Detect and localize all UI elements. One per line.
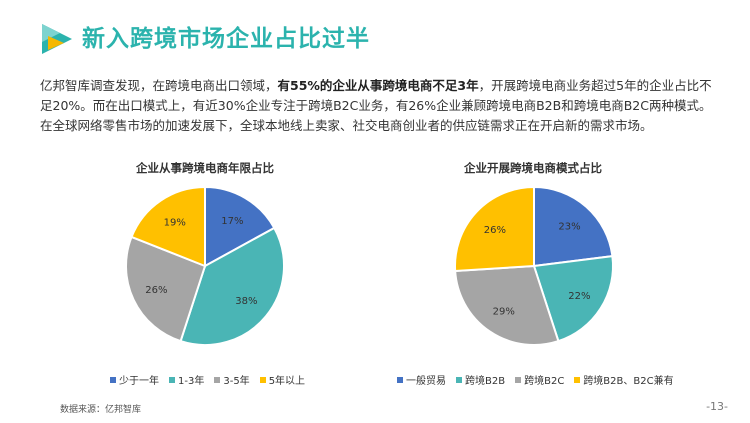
legend-swatch-1-1 [456,376,462,383]
data-source-note: 数据来源：亿邦智库 [60,405,142,415]
legend-item-1-0: 一般贸易 [397,372,446,387]
legend-label-0-3: 5年以上 [268,376,306,387]
pie-slice-0-2 [125,235,207,343]
pie-label-1-1: 22% [568,291,590,302]
pie-label-1-2: 29% [493,306,515,317]
legend-label-1-3: 跨境B2B、B2C兼有 [583,376,674,387]
legend-label-0-2: 3-5年 [223,376,250,387]
pie-label-1-3: 26% [484,225,506,236]
intro-paragraph: 亿邦智库调查发现，在跨境电商出口领域，有55%的企业从事跨境电商不足3年，开展跨… [40,76,720,136]
pie-chart-years: 17% 38% 26% 19% [125,185,285,346]
pie-label-0-3: 19% [164,218,186,229]
pie-label-0-1: 38% [235,296,257,307]
chart-title-years: 企业从事跨境电商年限占比 [136,161,274,175]
legend-item-0-3: 5年以上 [259,372,306,387]
legend-swatch-0-2 [214,376,221,383]
legend-label-1-0: 一般贸易 [406,376,446,387]
pie-label-0-2: 26% [145,285,167,296]
pie-slice-1-1 [532,254,614,343]
legend-modes: 一般贸易 跨境B2B 跨境B2C 跨境B2B、B2C兼有 [397,372,674,387]
legend-label-0-0: 少于一年 [119,376,159,387]
legend-item-1-1: 跨境B2B [456,372,505,387]
legend-swatch-0-3 [259,376,266,383]
legend-item-0-2: 3-5年 [214,372,250,387]
brand-logo-icon [42,24,72,54]
legend-item-0-0: 少于一年 [110,372,159,387]
legend-swatch-1-3 [574,376,581,383]
chart-title-modes: 企业开展跨境电商模式占比 [464,161,602,175]
legend-swatch-0-1 [169,376,175,383]
pie-label-0-0: 17% [221,216,243,227]
pie-slice-0-3 [130,185,206,268]
legend-item-0-1: 1-3年 [169,372,204,387]
legend-label-0-1: 1-3年 [178,376,205,387]
intro-text-start: 亿邦智库调查发现，在跨境电商出口领域， [40,78,278,93]
pie-slice-0-0 [204,185,276,268]
pie-slice-1-3 [454,185,535,273]
page-title: 新入跨境市场企业占比过半 [82,26,370,52]
legend-item-1-2: 跨境B2C [515,372,564,387]
intro-text-highlight: 有55%的企业从事跨境电商不足3年 [277,78,479,93]
pie-chart-modes: 23% 22% 29% 26% [454,185,614,346]
legend-swatch-0-0 [110,376,116,383]
legend-label-1-2: 跨境B2C [524,376,565,387]
intro-text-end: ，开展跨境电商业务超过5年的企业占比不足20%。而在出口模式上，有近30%企业专… [40,78,712,133]
legend-label-1-1: 跨境B2B [465,376,506,387]
legend-years: 少于一年 1-3年 3-5年 5年以上 [110,372,305,387]
pie-slice-1-2 [454,264,560,346]
pie-slice-0-1 [179,226,285,346]
pie-label-1-0: 23% [558,222,580,233]
legend-swatch-1-2 [515,376,522,383]
legend-swatch-1-0 [397,376,403,383]
legend-item-1-3: 跨境B2B、B2C兼有 [574,372,674,387]
pie-slice-1-0 [533,185,614,268]
page-number: -13- [706,400,728,413]
